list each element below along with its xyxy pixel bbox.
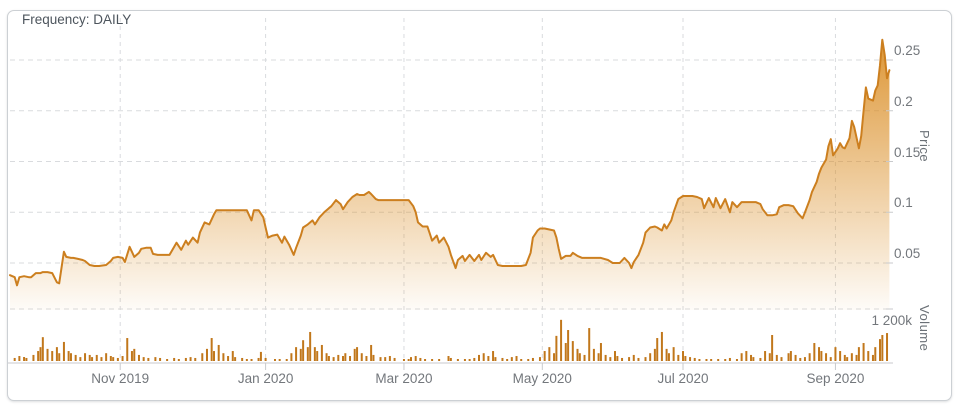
date-tick-label: Sep 2020 (806, 371, 865, 386)
volume-tick-label: 1 200k (871, 313, 912, 328)
price-tick-label: 0.2 (894, 93, 913, 109)
chart-card-border (7, 10, 952, 401)
date-tick-label: Jul 2020 (657, 371, 709, 386)
price-tick-label: 0.25 (894, 43, 921, 58)
price-tick-label: 0.1 (894, 195, 913, 211)
date-tick-label: Mar 2020 (375, 371, 433, 386)
price-tick-label: 0.05 (894, 246, 921, 261)
date-tick-label: Jan 2020 (237, 371, 294, 386)
volume-axis-title: Volume (917, 305, 932, 352)
price-tick-label: 0.15 (894, 144, 921, 160)
date-tick-label: May 2020 (512, 371, 572, 386)
axis-lines-and-ticks (8, 59, 893, 370)
gridlines (10, 18, 886, 361)
frequency-label: Frequency: DAILY (22, 12, 132, 27)
price-area-series (9, 38, 891, 310)
date-tick-label: Nov 2019 (91, 371, 150, 386)
volume-bars (13, 319, 889, 361)
price-axis-title: Price (917, 130, 932, 163)
